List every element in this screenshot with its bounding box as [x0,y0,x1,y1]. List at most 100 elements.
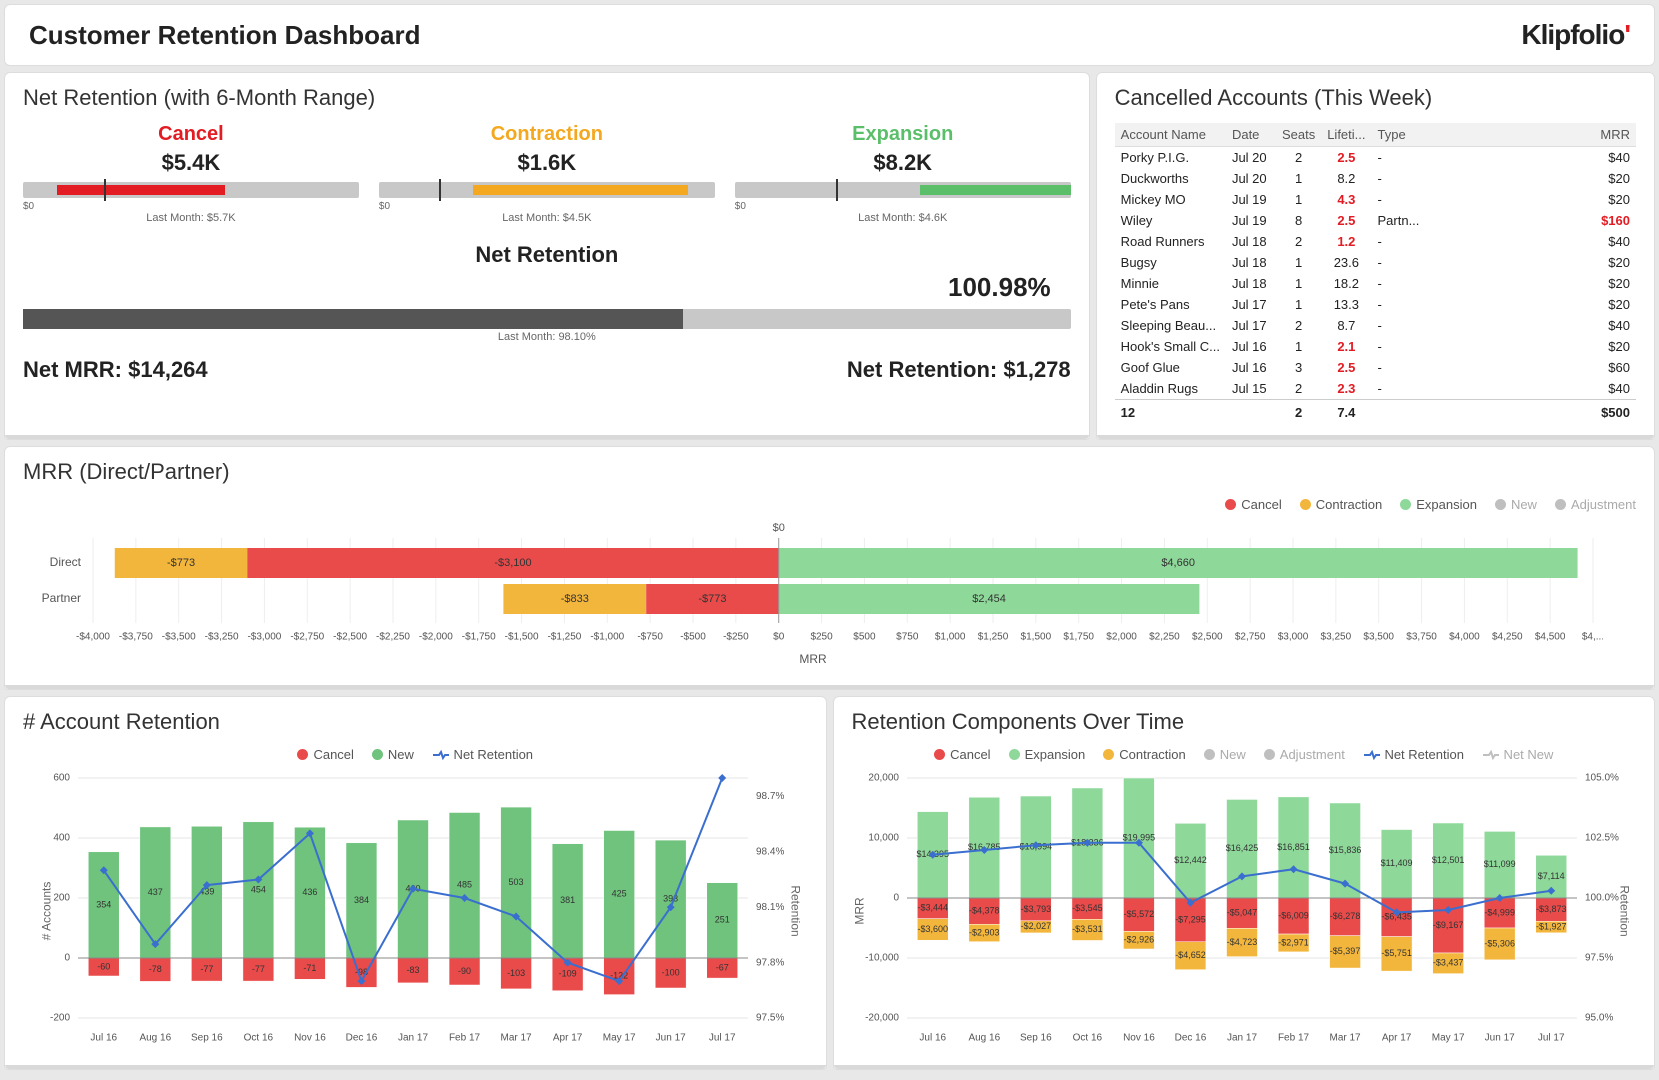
svg-text:-$2,926: -$2,926 [1123,935,1154,945]
svg-text:Aug 16: Aug 16 [139,1033,171,1044]
table-row[interactable]: Road RunnersJul 182 1.2- $40 [1115,231,1636,252]
svg-text:Aug 16: Aug 16 [968,1033,1000,1044]
svg-text:-$5,306: -$5,306 [1484,938,1515,948]
retention-components-legend: CancelExpansionContractionNewAdjustment … [852,747,1637,762]
svg-text:-$2,027: -$2,027 [1020,921,1051,931]
legend-item[interactable]: Cancel [297,747,353,762]
retention-components-chart: MRR Retention -20,000-10,000010,00020,00… [852,768,1637,1053]
panel-title: Retention Components Over Time [852,709,1637,735]
legend-item[interactable]: Contraction [1300,497,1382,512]
svg-text:May 17: May 17 [603,1033,636,1044]
bullet-contraction: Contraction $1.6K $0 Last Month: $4.5K [379,123,715,224]
svg-text:$2,250: $2,250 [1149,632,1180,643]
svg-text:10,000: 10,000 [868,833,899,844]
mrr-direct-partner-panel: MRR (Direct/Partner) CancelContractionEx… [4,446,1655,690]
legend-item[interactable]: New [1204,747,1246,762]
table-row[interactable]: Pete's PansJul 171 13.3- $20 [1115,294,1636,315]
account-retention-panel: # Account Retention CancelNew Net Retent… [4,696,827,1070]
table-row[interactable]: Porky P.I.G.Jul 202 2.5- $40 [1115,147,1636,169]
table-row[interactable]: Mickey MOJul 191 4.3- $20 [1115,189,1636,210]
net-retention-summary: Net Retention: $1,278 [847,357,1071,383]
net-retention-label: Net Retention [23,242,1071,268]
legend-item[interactable]: Net Retention [1363,747,1464,762]
svg-text:97.5%: 97.5% [756,1013,784,1024]
table-row[interactable]: Goof GlueJul 163 2.5- $60 [1115,357,1636,378]
bullet-last-month: Last Month: $5.7K [23,212,359,224]
svg-text:Sep 16: Sep 16 [191,1033,223,1044]
table-row[interactable]: Aladdin RugsJul 152 2.3- $40 [1115,378,1636,400]
legend-item[interactable]: New [1495,497,1537,512]
legend-item[interactable]: Adjustment [1555,497,1636,512]
svg-text:-$3,437: -$3,437 [1432,958,1463,968]
table-header[interactable]: Account Name [1115,123,1226,147]
table-row[interactable]: Hook's Small C...Jul 161 2.1- $20 [1115,336,1636,357]
panel-title: Net Retention (with 6-Month Range) [23,85,1071,111]
svg-text:400: 400 [53,833,70,844]
table-header[interactable]: Date [1226,123,1276,147]
net-retention-panel: Net Retention (with 6-Month Range) Cance… [4,72,1090,440]
svg-text:$500: $500 [853,632,876,643]
svg-text:Dec 16: Dec 16 [1174,1033,1206,1044]
legend-item[interactable]: Cancel [1225,497,1281,512]
svg-text:-$3,600: -$3,600 [917,924,948,934]
table-header[interactable]: Lifeti... [1321,123,1371,147]
svg-text:354: 354 [96,899,111,909]
legend-item[interactable]: Expansion [1400,497,1477,512]
table-row[interactable]: BugsyJul 181 23.6- $20 [1115,252,1636,273]
table-header[interactable]: MRR [1427,123,1637,147]
svg-text:-71: -71 [303,963,316,973]
legend-item[interactable]: Adjustment [1264,747,1345,762]
svg-text:$4,500: $4,500 [1535,632,1566,643]
svg-text:384: 384 [354,895,369,905]
page-title: Customer Retention Dashboard [29,20,421,51]
svg-text:-$5,047: -$5,047 [1226,908,1257,918]
svg-text:-$3,750: -$3,750 [119,632,153,643]
svg-text:251: 251 [715,915,730,925]
legend-item[interactable]: Net Retention [432,747,533,762]
bullet-track [735,182,1071,198]
svg-text:503: 503 [509,877,524,887]
svg-text:-$3,545: -$3,545 [1072,903,1103,913]
table-header[interactable]: Type [1372,123,1427,147]
svg-text:Feb 17: Feb 17 [1277,1033,1309,1044]
svg-text:100.0%: 100.0% [1585,893,1619,904]
bullet-last-month: Last Month: $4.6K [735,212,1071,224]
net-retention-bar [23,309,1071,329]
table-row[interactable]: WileyJul 198 2.5Partn... $160 [1115,210,1636,231]
table-row[interactable]: MinnieJul 181 18.2- $20 [1115,273,1636,294]
svg-text:$0: $0 [773,522,785,534]
svg-text:-20,000: -20,000 [865,1013,899,1024]
table-row[interactable]: DuckworthsJul 201 8.2- $20 [1115,168,1636,189]
svg-text:-$2,000: -$2,000 [419,632,453,643]
svg-text:454: 454 [251,884,266,894]
net-mrr-summary: Net MRR: $14,264 [23,357,208,383]
svg-text:-$2,250: -$2,250 [376,632,410,643]
legend-item[interactable]: Expansion [1009,747,1086,762]
table-header[interactable]: Seats [1276,123,1321,147]
bullet-label: Cancel [23,123,359,146]
svg-text:$250: $250 [810,632,833,643]
svg-text:-77: -77 [200,964,213,974]
svg-text:105.0%: 105.0% [1585,773,1619,784]
legend-item[interactable]: Cancel [934,747,990,762]
svg-text:-$3,100: -$3,100 [494,557,531,569]
bullet-cancel: Cancel $5.4K $0 Last Month: $5.7K [23,123,359,224]
legend-item[interactable]: Net New [1482,747,1553,762]
svg-text:Oct 16: Oct 16 [244,1033,274,1044]
svg-text:-$5,751: -$5,751 [1381,948,1412,958]
svg-text:-$833: -$833 [561,593,589,605]
svg-text:95.0%: 95.0% [1585,1013,1613,1024]
table-row[interactable]: Sleeping Beau...Jul 172 8.7- $40 [1115,315,1636,336]
svg-text:-103: -103 [507,968,525,978]
legend-item[interactable]: New [372,747,414,762]
svg-text:-100: -100 [662,967,680,977]
legend-item[interactable]: Contraction [1103,747,1185,762]
svg-text:$0: $0 [773,632,785,643]
svg-text:-$2,903: -$2,903 [969,927,1000,937]
svg-text:Jun 17: Jun 17 [1484,1033,1514,1044]
svg-text:$2,454: $2,454 [972,593,1006,605]
svg-text:600: 600 [53,773,70,784]
svg-text:425: 425 [612,889,627,899]
svg-text:-$6,278: -$6,278 [1329,911,1360,921]
svg-text:$1,000: $1,000 [935,632,966,643]
